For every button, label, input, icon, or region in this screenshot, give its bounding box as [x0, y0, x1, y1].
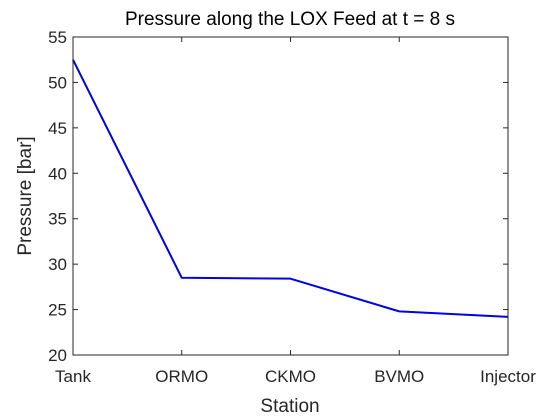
x-tick-label: CKMO — [265, 367, 316, 386]
y-axis-ticks: 20 25 30 35 40 45 50 55 — [48, 28, 508, 365]
y-tick-label: 20 — [48, 346, 67, 365]
x-axis-label: Station — [260, 396, 319, 417]
series-lines — [72, 59, 509, 318]
y-tick-label: 40 — [48, 164, 67, 183]
y-tick-label: 45 — [48, 119, 67, 138]
y-tick-label: 55 — [48, 28, 67, 47]
y-tick-label: 35 — [48, 210, 67, 229]
x-tick-label: BVMO — [374, 367, 424, 386]
x-tick-label: Tank — [55, 367, 91, 386]
x-tick-label: ORMO — [155, 367, 208, 386]
y-tick-label: 50 — [48, 73, 67, 92]
plot-frame — [72, 36, 509, 356]
x-tick-label: Injector — [480, 367, 536, 386]
y-axis-label: Pressure [bar] — [15, 136, 36, 255]
x-axis-ticks: Tank ORMO CKMO BVMO Injector — [55, 37, 536, 386]
y-tick-label: 30 — [48, 255, 67, 274]
series-line — [72, 59, 509, 318]
chart-title: Pressure along the LOX Feed at t = 8 s — [125, 9, 455, 30]
y-tick-label: 25 — [48, 301, 67, 320]
plot-area — [73, 37, 508, 355]
